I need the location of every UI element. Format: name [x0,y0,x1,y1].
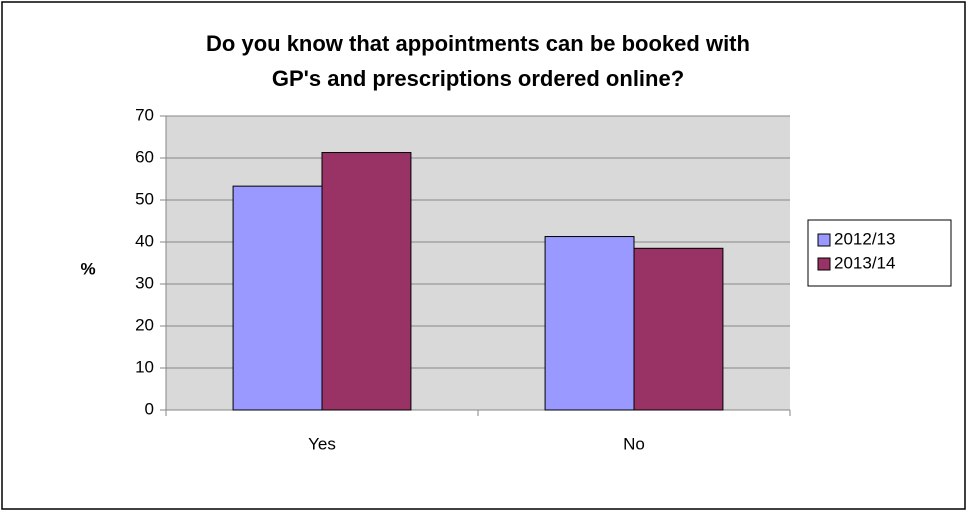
legend-label: 2013/14 [834,253,895,272]
x-tick-label: No [623,434,645,453]
bar [633,247,724,411]
chart-title: Do you know that appointments can be boo… [206,31,750,56]
y-tick-label: 20 [135,315,154,334]
chart-title: GP's and prescriptions ordered online? [272,66,684,91]
bar [544,236,635,411]
legend-swatch [817,257,831,271]
y-tick-label: 60 [135,147,154,166]
y-tick-label: 10 [135,357,154,376]
bar [321,152,412,411]
y-axis-label: % [80,259,95,278]
y-tick-label: 30 [135,273,154,292]
legend-swatch [817,233,831,247]
bar [232,185,323,411]
y-tick-label: 0 [145,399,154,418]
legend-box [807,219,952,287]
y-tick-label: 50 [135,189,154,208]
x-tick-label: Yes [308,434,336,453]
legend-label: 2012/13 [834,229,895,248]
y-tick-label: 40 [135,231,154,250]
y-tick-label: 70 [135,105,154,124]
